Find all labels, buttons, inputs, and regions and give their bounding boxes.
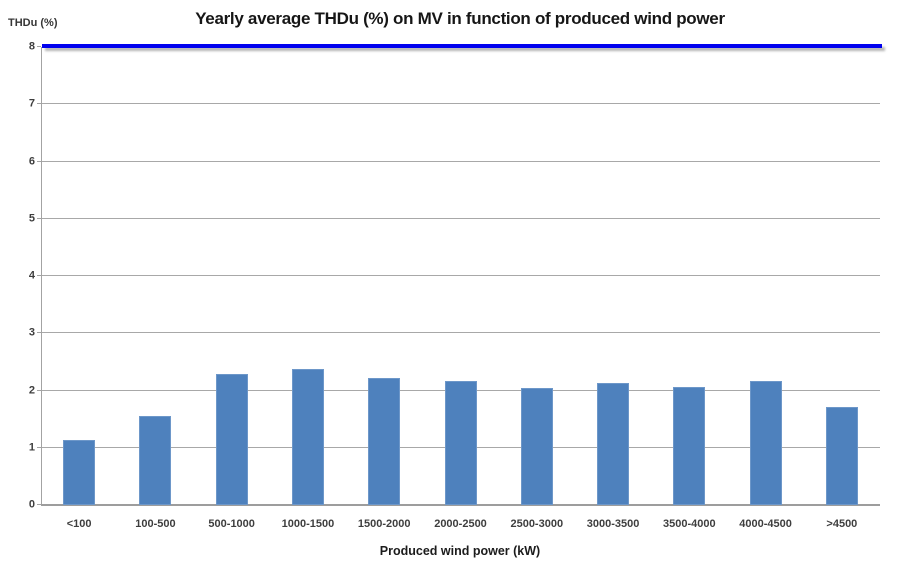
- gridline-y-4: [42, 275, 880, 276]
- y-axis-tick-3: [37, 332, 41, 334]
- x-axis-tick-label-3500-4000: 3500-4000: [663, 518, 716, 530]
- bar-3500-4000: [673, 386, 706, 505]
- x-axis-tick-labels: <100 100-500 500-1000 1000-1500 1500-2000 200…: [41, 505, 880, 530]
- bar-<100: [63, 440, 96, 505]
- y-axis-tick-1: [37, 446, 41, 448]
- bar-1000-1500: [291, 368, 324, 505]
- y-axis-tick-label-3: 3: [28, 326, 35, 339]
- bar-3000-3500: [597, 382, 630, 505]
- y-axis-unit-label: THDu (%): [8, 17, 58, 29]
- x-axis-tick-label-1500-2000: 1500-2000: [357, 518, 411, 530]
- y-axis-tick-label-5: 5: [28, 212, 35, 225]
- x-axis-tick-label-2500-3000: 2500-3000: [510, 518, 564, 530]
- bar-100-500: [139, 416, 172, 505]
- y-axis-tick-label-1: 1: [28, 441, 35, 454]
- y-axis-tick-label-2: 2: [28, 384, 35, 396]
- gridline-y-7: [42, 103, 880, 105]
- plot-area: 0 1 2 3 4 5 6 7 8 <100 100-500 500-1000 1000-1500 15…: [29, 41, 882, 530]
- x-axis-tick-label-100-500: 100-500: [135, 518, 176, 530]
- bar->4500: [825, 406, 858, 505]
- y-axis-tick-label-0: 0: [28, 498, 35, 511]
- x-axis-tick-label-<100: <100: [66, 518, 92, 530]
- x-axis-title: Produced wind power (kW): [379, 544, 541, 558]
- x-axis-tick-label-500-1000: 500-1000: [208, 518, 255, 530]
- y-axis-tick-0: [37, 504, 41, 505]
- bar-4000-4500: [749, 380, 782, 505]
- bar-1500-2000: [368, 378, 401, 505]
- limit-line-8-percent: [42, 44, 882, 48]
- y-axis-tick-4: [37, 275, 41, 276]
- x-axis-tick-label->4500: >4500: [826, 518, 858, 530]
- chart-title: Yearly average THDu (%) on MV in functio…: [195, 9, 725, 28]
- gridline-y-3: [42, 332, 880, 334]
- x-axis-tick-label-3000-3500: 3000-3500: [586, 518, 640, 530]
- gridline-y-5: [42, 217, 880, 219]
- y-axis-tick-label-8: 8: [28, 40, 35, 53]
- x-axis-line: [41, 504, 880, 506]
- y-axis-tick-label-7: 7: [28, 97, 35, 110]
- y-axis-tick-labels: 0 1 2 3 4 5 6 7 8: [7, 41, 35, 510]
- x-axis-tick-label-4000-4500: 4000-4500: [739, 518, 792, 530]
- x-axis-tick-label-2000-2500: 2000-2500: [434, 518, 487, 530]
- y-axis-tick-2: [37, 389, 41, 391]
- y-axis-tick-label-4: 4: [28, 269, 35, 282]
- bar-2500-3000: [520, 388, 553, 505]
- y-axis-line: [41, 47, 42, 505]
- x-axis-tick-label-1000-1500: 1000-1500: [281, 518, 335, 530]
- y-axis-tick-5: [37, 217, 41, 219]
- bar-500-1000: [215, 374, 248, 505]
- y-axis-tick-7: [37, 103, 41, 105]
- gridline-y-6: [42, 160, 880, 162]
- y-axis-tick-6: [37, 160, 41, 162]
- y-axis-tick-label-6: 6: [28, 155, 35, 167]
- bar-2000-2500: [444, 381, 477, 505]
- y-axis-tick-8: [37, 46, 41, 47]
